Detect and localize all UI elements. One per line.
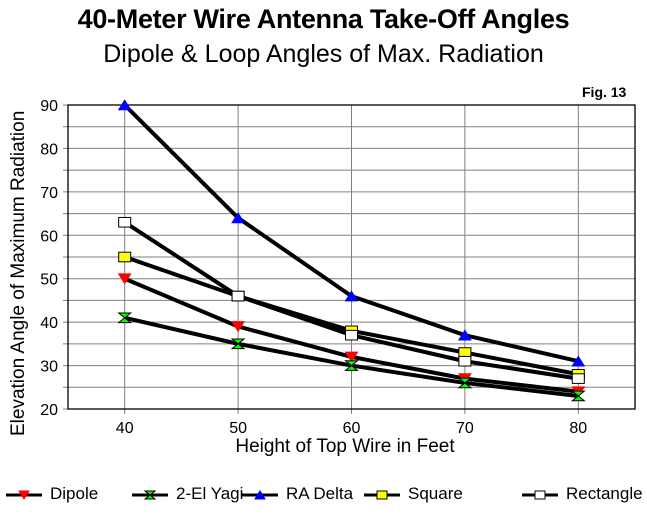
data-point-dipole — [344, 351, 359, 363]
data-point-2-el-yagi — [117, 312, 133, 324]
data-point-2-el-yagi — [570, 390, 586, 402]
legend-swatch-rectangle — [522, 490, 558, 500]
legend-item-ra-delta: RA Delta — [240, 484, 353, 504]
legend-marker — [534, 490, 546, 500]
legend-label: 2-El Yagi — [176, 484, 244, 503]
data-point-2-el-yagi — [344, 360, 359, 371]
legend-marker — [18, 490, 30, 500]
data-point-square — [118, 251, 132, 263]
legend-item-2-el-yagi: 2-El Yagi — [130, 484, 243, 504]
y-tick-label: 20 — [40, 402, 58, 419]
legend-label: Rectangle — [566, 484, 643, 503]
y-tick-label: 70 — [40, 185, 58, 202]
legend-item-dipole: Dipole — [4, 484, 98, 504]
legend-marker — [254, 490, 266, 500]
legend-marker — [143, 490, 157, 500]
legend: Dipole 2-El Yagi RA Delta Square Rectangle — [0, 484, 647, 510]
data-point-rectangle — [458, 355, 472, 367]
x-tick-label: 80 — [569, 420, 587, 437]
data-point-dipole — [231, 321, 246, 333]
data-point-rectangle — [118, 216, 132, 228]
x-axis-label: Height of Top Wire in Feet — [235, 436, 455, 457]
data-point-ra-delta — [457, 329, 472, 341]
data-point-rectangle — [571, 373, 585, 384]
x-tick-label: 60 — [343, 420, 361, 437]
x-tick-label: 70 — [456, 420, 474, 437]
data-point-dipole — [117, 273, 132, 285]
tick-labels: 20 30 40 50 60 70 80 90 40 50 60 70 80 — [40, 98, 587, 437]
legend-item-square: Square — [362, 484, 463, 504]
data-point-ra-delta — [571, 355, 586, 367]
legend-marker — [376, 490, 388, 500]
figure-annotation: Fig. 13 — [582, 84, 627, 100]
data-point-square — [458, 347, 472, 358]
chart-title: 40-Meter Wire Antenna Take-Off Angles — [77, 4, 570, 34]
data-point-2-el-yagi — [230, 338, 246, 350]
legend-label: Dipole — [50, 484, 99, 503]
data-point-ra-delta — [117, 99, 132, 111]
data-point-ra-delta — [231, 212, 246, 224]
plot-area-border — [67, 104, 636, 410]
legend-label: Square — [408, 484, 463, 503]
legend-swatch-ra-delta — [242, 490, 278, 500]
y-tick-label: 60 — [40, 228, 58, 245]
y-tick-label: 40 — [40, 315, 58, 332]
data-point-rectangle — [231, 290, 245, 302]
axes — [63, 104, 636, 410]
data-point-rectangle — [345, 329, 358, 341]
legend-swatch-2-el-yagi — [132, 490, 168, 500]
chart-subtitle: Dipole & Loop Angles of Max. Radiation — [103, 40, 544, 68]
y-tick-label: 90 — [40, 98, 58, 115]
data-point-2-el-yagi — [457, 377, 473, 389]
legend-swatch-square — [364, 490, 400, 500]
series-markers — [117, 99, 586, 402]
legend-item-rectangle: Rectangle — [520, 484, 643, 504]
x-tick-label: 50 — [229, 420, 247, 437]
legend-label: RA Delta — [286, 484, 354, 503]
x-tick-label: 40 — [116, 420, 134, 437]
legend-swatch-dipole — [6, 490, 42, 500]
y-tick-label: 80 — [40, 141, 58, 158]
data-point-ra-delta — [344, 290, 359, 302]
y-tick-label: 30 — [40, 359, 58, 376]
y-tick-label: 50 — [40, 272, 58, 289]
